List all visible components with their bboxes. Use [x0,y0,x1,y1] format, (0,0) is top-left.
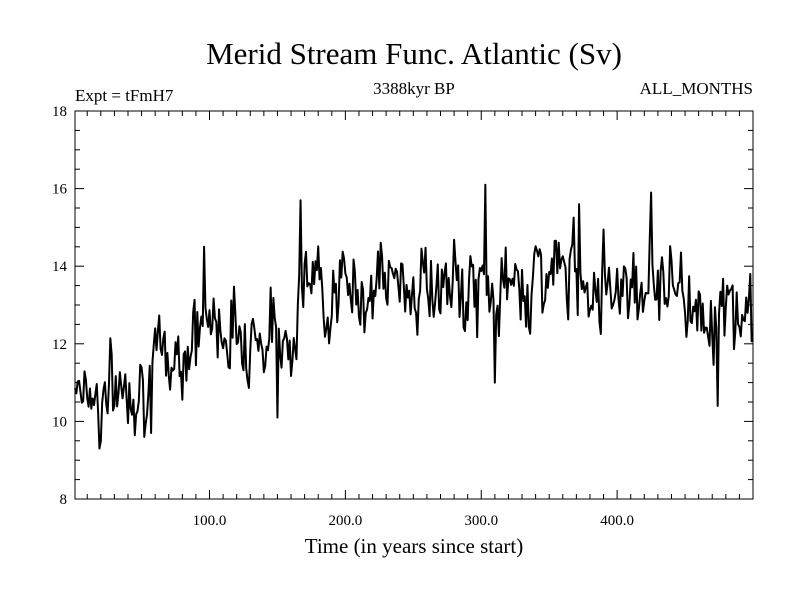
x-tick-label: 200.0 [329,513,363,529]
season-label: ALL_MONTHS [640,79,753,98]
y-tick-label: 16 [52,182,68,198]
y-tick-label: 12 [52,337,67,353]
x-tick-label: 100.0 [193,513,227,529]
period-label: 3388kyr BP [373,79,455,98]
chart-title: Merid Stream Func. Atlantic (Sv) [206,36,622,71]
x-axis-label: Time (in years since start) [305,534,524,558]
series-line [74,183,754,450]
x-tick-label: 300.0 [464,513,498,529]
y-tick-label: 10 [52,414,67,430]
x-tick-label: 400.0 [600,513,634,529]
y-axis-tick-labels: 8 10 12 14 16 18 [52,104,68,508]
experiment-label: Expt = tFmH7 [75,86,174,105]
y-tick-label: 18 [52,104,67,120]
x-axis-ticks [86,111,740,499]
y-tick-label: 8 [60,492,68,508]
x-axis-tick-labels: 100.0 200.0 300.0 400.0 [193,513,634,529]
y-tick-label: 14 [52,259,68,275]
